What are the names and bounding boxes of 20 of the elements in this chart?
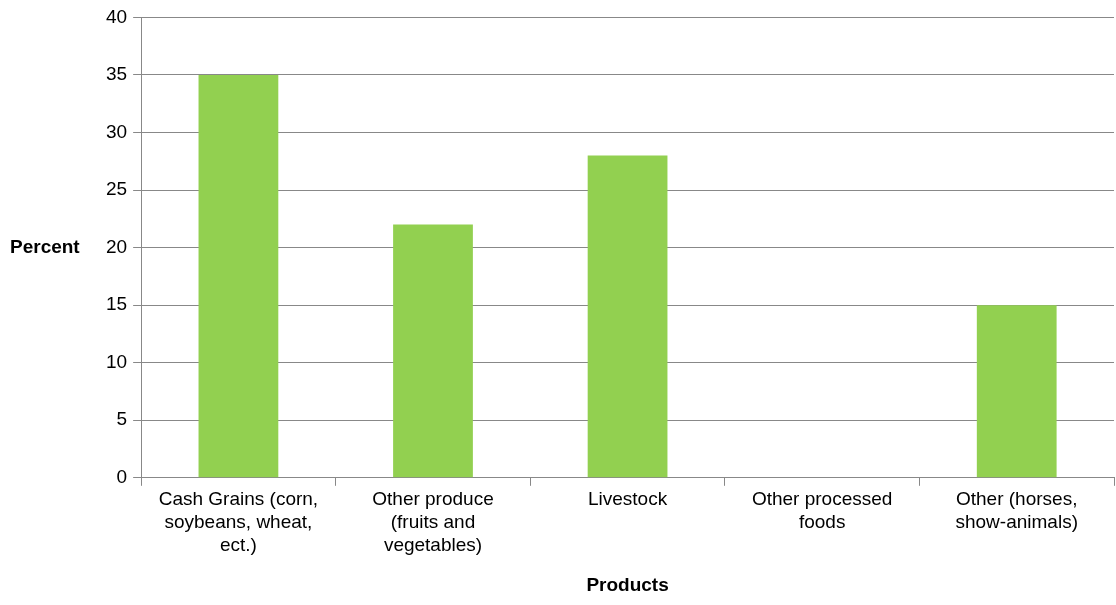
x-tick-label: Cash Grains (corn, soybeans, wheat, ect.) bbox=[158, 488, 319, 556]
y-tick-label: 35 bbox=[105, 63, 128, 85]
y-tick-label: 40 bbox=[105, 5, 128, 27]
x-tick-label: Livestock bbox=[587, 488, 668, 510]
y-tick-label: 5 bbox=[116, 408, 128, 430]
y-tick-label: 20 bbox=[105, 235, 128, 257]
x-tick-label: Other produce (fruits and vegetables) bbox=[372, 488, 494, 556]
y-tick-label: 25 bbox=[105, 178, 128, 200]
y-axis-title: Percent bbox=[10, 235, 81, 257]
bar bbox=[587, 155, 668, 478]
y-tick-label: 15 bbox=[105, 293, 128, 315]
x-tick-label: Other (horses, show-animals) bbox=[955, 488, 1078, 533]
y-tick-label: 0 bbox=[116, 466, 128, 488]
bar bbox=[393, 224, 473, 478]
y-tick-label: 10 bbox=[105, 350, 128, 372]
x-axis-title: Products bbox=[586, 573, 669, 595]
x-tick-label: Other processed foods bbox=[751, 488, 893, 533]
bar bbox=[976, 305, 1057, 478]
bar bbox=[198, 74, 279, 478]
y-tick-label: 30 bbox=[105, 120, 128, 142]
